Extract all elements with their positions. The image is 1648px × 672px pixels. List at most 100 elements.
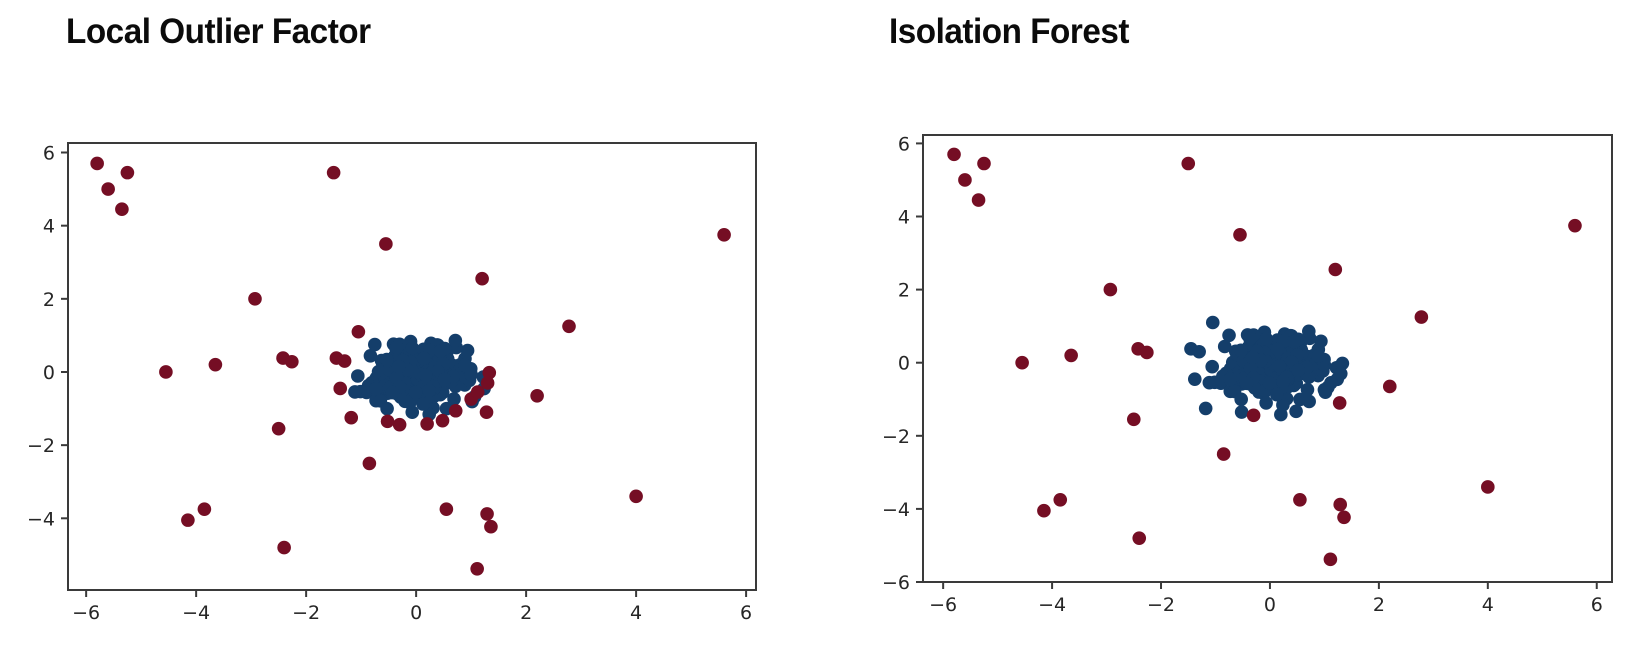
data-point-inlier (391, 359, 406, 374)
data-point-outlier (1053, 492, 1068, 507)
data-point-inlier (385, 385, 400, 400)
data-point-outlier (448, 403, 463, 418)
data-point-outlier (380, 414, 395, 429)
data-point-outlier (1246, 408, 1261, 423)
data-point-outlier (439, 502, 454, 516)
x-tick-label: −6 (72, 602, 100, 624)
data-point-outlier (248, 292, 262, 306)
data-point-outlier (1382, 379, 1397, 394)
x-tick-label: 6 (1591, 594, 1603, 616)
isolation-forest-chart-title: Isolation Forest (889, 12, 1129, 51)
data-point-inlier (1222, 328, 1236, 343)
y-tick-label: 0 (43, 362, 55, 384)
data-point-outlier (1126, 412, 1141, 427)
data-point-inlier (363, 348, 378, 363)
inlier-points (348, 333, 491, 422)
y-axis: −4 −2 0 2 4 6 (27, 143, 68, 530)
data-point-outlier (958, 173, 972, 187)
data-point-inlier (405, 405, 420, 420)
x-tick-label: −2 (1147, 594, 1175, 616)
x-tick-label: −2 (292, 602, 320, 624)
data-point-inlier (405, 341, 420, 355)
y-tick-label: 6 (43, 143, 55, 165)
data-point-inlier (1198, 401, 1213, 416)
data-point-outlier (420, 417, 434, 431)
data-point-inlier (1287, 335, 1301, 349)
data-point-outlier (1333, 497, 1348, 512)
data-point-inlier (433, 344, 448, 359)
data-point-outlier (482, 365, 497, 380)
data-point-outlier (480, 507, 494, 521)
data-point-outlier (1481, 480, 1495, 494)
data-point-outlier (392, 417, 407, 432)
y-tick-label: 6 (898, 133, 910, 155)
data-point-outlier (470, 561, 484, 576)
y-tick-label: −6 (882, 572, 910, 594)
data-point-outlier (337, 354, 352, 368)
data-point-inlier (460, 343, 475, 358)
data-point-outlier (1293, 492, 1307, 507)
x-tick-label: −4 (182, 602, 210, 624)
data-point-outlier (101, 182, 115, 196)
data-point-outlier (1015, 355, 1029, 370)
inlier-points (1184, 315, 1350, 422)
data-point-outlier (271, 421, 286, 436)
data-point-outlier (717, 228, 731, 242)
x-tick-label: 6 (740, 602, 752, 624)
data-point-inlier (1270, 342, 1285, 356)
data-point-outlier (362, 456, 377, 471)
data-point-inlier (1192, 344, 1206, 359)
data-point-outlier (629, 489, 643, 504)
data-point-inlier (1243, 331, 1258, 345)
data-point-outlier (479, 405, 494, 420)
data-point-inlier (389, 340, 404, 355)
data-point-inlier (351, 369, 365, 383)
data-point-outlier (1568, 218, 1582, 233)
data-point-outlier (947, 147, 961, 162)
data-point-outlier (971, 193, 986, 207)
data-point-outlier (208, 357, 223, 372)
data-point-inlier (1234, 392, 1248, 407)
data-point-inlier (1276, 374, 1290, 389)
data-point-outlier (470, 385, 485, 399)
data-point-outlier (435, 413, 450, 428)
data-point-inlier (416, 397, 430, 411)
data-point-outlier (351, 324, 366, 339)
data-point-outlier (1132, 531, 1147, 545)
x-axis: −6 −4 −2 0 2 4 6 (929, 582, 1603, 616)
data-point-outlier (530, 388, 544, 403)
data-point-inlier (1202, 375, 1217, 390)
data-point-inlier (447, 392, 461, 406)
data-point-inlier (1302, 394, 1316, 409)
data-point-inlier (437, 372, 452, 387)
data-point-outlier (1328, 262, 1343, 277)
x-tick-label: 4 (630, 602, 642, 624)
y-axis: −6 −4 −2 0 2 4 6 (882, 133, 923, 594)
data-point-inlier (1335, 356, 1350, 371)
data-point-inlier (348, 385, 362, 399)
x-axis: −6 −4 −2 0 2 4 6 (72, 590, 752, 624)
data-point-inlier (379, 352, 394, 367)
data-point-inlier (422, 383, 437, 398)
data-point-outlier (1414, 310, 1429, 324)
y-tick-label: 2 (43, 289, 55, 311)
data-point-outlier (480, 376, 495, 390)
y-tick-label: 4 (898, 207, 910, 229)
data-point-inlier (1234, 343, 1248, 358)
data-point-outlier (1216, 447, 1231, 461)
data-point-inlier (1272, 359, 1287, 373)
data-point-inlier (1291, 363, 1305, 377)
data-point-inlier (1259, 396, 1273, 410)
data-point-outlier (1037, 503, 1051, 518)
data-point-outlier (1233, 227, 1247, 242)
data-point-inlier (1300, 382, 1315, 397)
outlier-points (947, 147, 1582, 567)
data-point-inlier (380, 401, 394, 416)
x-tick-label: 2 (520, 602, 532, 624)
data-point-outlier (344, 410, 359, 425)
data-point-inlier (418, 368, 433, 383)
data-point-outlier (379, 237, 393, 251)
data-point-inlier (369, 381, 383, 396)
